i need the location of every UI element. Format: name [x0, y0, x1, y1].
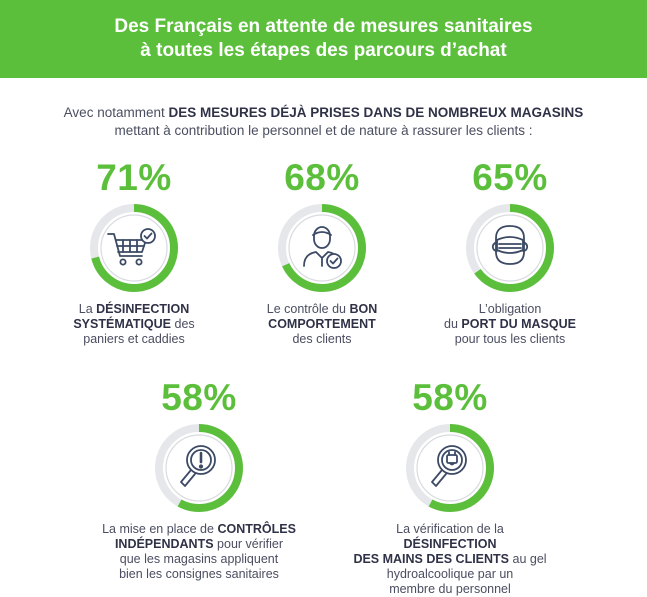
intro-text: Avec notamment DES MESURES DÉJÀ PRISES D… — [0, 104, 647, 140]
caption-bold: SYSTÉMATIQUE — [73, 317, 172, 331]
stat-percent: 71% — [96, 157, 172, 198]
stat-percent: 65% — [472, 157, 548, 198]
caption-line: L’obligation — [410, 302, 610, 317]
caption-text: membre du personnel — [389, 582, 511, 596]
caption-line: du PORT DU MASQUE — [410, 317, 610, 332]
ring-arc — [406, 424, 494, 512]
stat-caption: L’obligation du PORT DU MASQUE pour tous l… — [410, 302, 610, 347]
progress-ring — [278, 204, 366, 292]
stat-caption: La mise en place de CONTRÔLES INDÉPENDANT… — [99, 522, 299, 582]
caption-line: INDÉPENDANTS pour vérifier — [99, 537, 299, 552]
caption-line: membre du personnel — [350, 582, 550, 597]
progress-ring — [155, 424, 243, 512]
caption-line: La vérification de la DÉSINFECTION — [350, 522, 550, 552]
caption-line: pour tous les clients — [410, 332, 610, 347]
caption-bold: BON — [349, 302, 378, 316]
shopping-cart-check-icon — [107, 228, 156, 266]
caption-text: hydroalcoolique par un — [386, 567, 514, 581]
caption-bold: DÉSINFECTION — [403, 537, 497, 551]
ring-arc — [466, 204, 554, 292]
stat-disinfection-carts: 71% La DÉSINFECTION SYSTÉMATIQUE des panie… — [34, 158, 234, 347]
stat-behaviour-control: 68% Le contrôle du BON COMPORTEMENT des cl… — [222, 158, 422, 347]
stat-caption: Le contrôle du BON COMPORTEMENT des client… — [222, 302, 422, 347]
caption-bold: CONTRÔLES — [217, 522, 296, 536]
ring-arc — [90, 204, 178, 292]
caption-line: bien les consignes sanitaires — [99, 567, 299, 582]
caption-bold: COMPORTEMENT — [268, 317, 376, 331]
stat-hand-disinfection: 58% La vérification de la DÉSINFECTION DE… — [350, 378, 550, 597]
progress-ring — [466, 204, 554, 292]
caption-line: La DÉSINFECTION — [34, 302, 234, 317]
caption-line: COMPORTEMENT — [222, 317, 422, 332]
stat-caption: La DÉSINFECTION SYSTÉMATIQUE des paniers e… — [34, 302, 234, 347]
intro-lead: Avec notamment — [63, 105, 169, 120]
stat-percent: 68% — [284, 157, 360, 198]
caption-text: du — [444, 317, 462, 331]
intro-line1: Avec notamment DES MESURES DÉJÀ PRISES D… — [0, 104, 647, 122]
caption-text: pour vérifier — [213, 537, 284, 551]
caption-bold: PORT DU MASQUE — [461, 317, 576, 331]
magnifier-alert-icon — [180, 445, 216, 487]
stat-percent: 58% — [412, 377, 488, 418]
caption-line: que les magasins appliquent — [99, 552, 299, 567]
caption-text: Le contrôle du — [266, 302, 350, 316]
caption-line: paniers et caddies — [34, 332, 234, 347]
ring-arc — [155, 424, 243, 512]
face-mask-icon — [491, 225, 529, 265]
caption-text: paniers et caddies — [83, 332, 185, 346]
caption-text: des — [171, 317, 195, 331]
progress-ring — [90, 204, 178, 292]
caption-line: SYSTÉMATIQUE des — [34, 317, 234, 332]
caption-text: La mise en place de — [102, 522, 218, 536]
caption-text: L’obligation — [478, 302, 542, 316]
progress-ring — [406, 424, 494, 512]
magnifier-sanitizer-icon — [431, 445, 467, 487]
stat-independent-controls: 58% La mise en place de CONTRÔLES INDÉPEN… — [99, 378, 299, 582]
caption-text: La vérification de la — [396, 522, 504, 536]
caption-line: hydroalcoolique par un — [350, 567, 550, 582]
ring-arc — [278, 204, 366, 292]
caption-text: au gel — [509, 552, 547, 566]
caption-text: La — [78, 302, 97, 316]
header-banner: Des Français en attente de mesures sanit… — [0, 0, 647, 78]
caption-text: que les magasins appliquent — [119, 552, 279, 566]
caption-line: Le contrôle du BON — [222, 302, 422, 317]
caption-text: des clients — [292, 332, 352, 346]
stat-mask-obligation: 65% L’obligation du PORT DU MASQUE pour to… — [410, 158, 610, 347]
intro-bold: DES MESURES DÉJÀ PRISES DANS DE NOMBREUX… — [168, 105, 584, 120]
staff-person-check-icon — [303, 226, 342, 269]
caption-text: bien les consignes sanitaires — [119, 567, 279, 581]
header-title-line2: à toutes les étapes des parcours d’achat — [140, 40, 507, 61]
caption-line: La mise en place de CONTRÔLES — [99, 522, 299, 537]
caption-bold: DÉSINFECTION — [96, 302, 190, 316]
caption-bold: DES MAINS DES CLIENTS — [353, 552, 510, 566]
caption-text: pour tous les clients — [454, 332, 566, 346]
caption-bold: INDÉPENDANTS — [114, 537, 214, 551]
stat-percent: 58% — [161, 377, 237, 418]
stat-caption: La vérification de la DÉSINFECTION DES MA… — [350, 522, 550, 597]
caption-line: DES MAINS DES CLIENTS au gel — [350, 552, 550, 567]
intro-line2: mettant à contribution le personnel et d… — [114, 123, 533, 138]
caption-line: des clients — [222, 332, 422, 347]
header-title-line1: Des Français en attente de mesures sanit… — [114, 16, 533, 37]
